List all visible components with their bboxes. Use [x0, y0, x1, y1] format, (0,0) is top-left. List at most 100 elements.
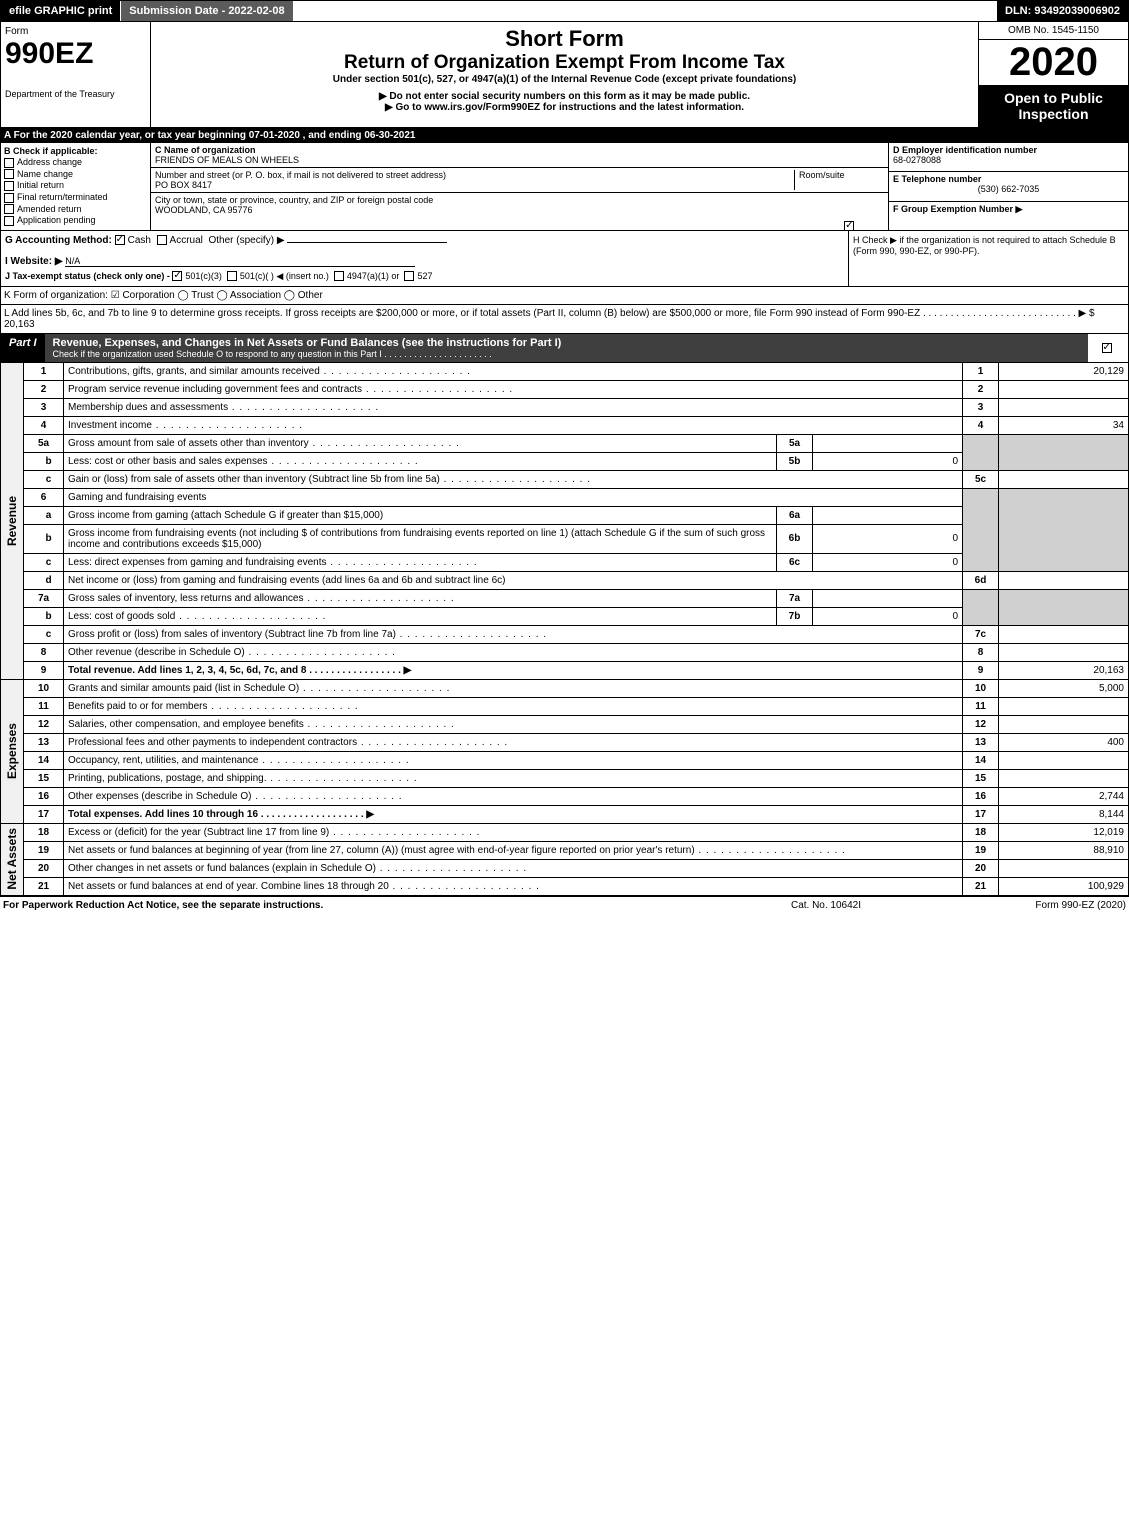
result-val: [999, 571, 1129, 589]
result-val: [999, 643, 1129, 661]
check-h[interactable]: [844, 221, 854, 231]
header-right: OMB No. 1545-1150 2020 Open to Public In…: [978, 22, 1128, 127]
tax-year: 2020: [979, 40, 1128, 85]
part-i-checkbox[interactable]: [1088, 334, 1128, 362]
side-label: Expenses: [5, 723, 19, 779]
line-num: 16: [24, 787, 64, 805]
line-num: 5a: [24, 434, 64, 452]
line-l: L Add lines 5b, 6c, and 7b to line 9 to …: [0, 305, 1129, 334]
side-label: Net Assets: [5, 828, 19, 890]
block-b-c-d: B Check if applicable: Address change Na…: [0, 143, 1129, 231]
check-final-return[interactable]: Final return/terminated: [4, 192, 147, 203]
result-val: 20,163: [999, 661, 1129, 679]
table-row: 11 Benefits paid to or for members 11: [1, 697, 1129, 715]
line-desc: Program service revenue including govern…: [68, 384, 513, 395]
g-accrual: Accrual: [170, 235, 203, 246]
efile-print-button[interactable]: efile GRAPHIC print: [1, 1, 121, 21]
header-middle: Short Form Return of Organization Exempt…: [151, 22, 978, 127]
go-to-link[interactable]: ▶ Go to www.irs.gov/Form990EZ for instru…: [155, 102, 974, 113]
line-num: 1: [24, 363, 64, 381]
grey-cell: [963, 589, 999, 625]
inner-num: 5b: [777, 452, 813, 470]
result-val: 100,929: [999, 877, 1129, 895]
inner-val: 0: [813, 607, 963, 625]
result-val: [999, 697, 1129, 715]
inner-val: 0: [813, 452, 963, 470]
line-desc: Membership dues and assessments: [68, 402, 379, 413]
line-num: 21: [24, 877, 64, 895]
result-num: 4: [963, 416, 999, 434]
side-label: Revenue: [5, 496, 19, 546]
check-4947[interactable]: [334, 271, 344, 281]
result-val: [999, 380, 1129, 398]
check-name-change[interactable]: Name change: [4, 169, 147, 180]
line-num: 10: [24, 679, 64, 697]
table-row: 19 Net assets or fund balances at beginn…: [1, 841, 1129, 859]
addr-label: Number and street (or P. O. box, if mail…: [155, 170, 446, 180]
footer-form: Form 990-EZ (2020): [926, 900, 1126, 911]
city-label: City or town, state or province, country…: [155, 195, 433, 205]
form-number: 990EZ: [5, 37, 146, 71]
table-row: 5a Gross amount from sale of assets othe…: [1, 434, 1129, 452]
part-sub: Check if the organization used Schedule …: [53, 349, 1080, 359]
result-num: 16: [963, 787, 999, 805]
line-desc: Gross sales of inventory, less returns a…: [68, 593, 455, 604]
check-label: Amended return: [17, 204, 82, 214]
g-other: Other (specify) ▶: [208, 235, 284, 246]
top-bar: efile GRAPHIC print Submission Date - 20…: [0, 0, 1129, 22]
check-label: Final return/terminated: [17, 192, 108, 202]
result-num: 18: [963, 823, 999, 841]
table-row: Net Assets 18 Excess or (deficit) for th…: [1, 823, 1129, 841]
inner-val: 0: [813, 553, 963, 571]
result-num: 3: [963, 398, 999, 416]
result-num: 2: [963, 380, 999, 398]
dept-treasury: Department of the Treasury: [5, 89, 146, 99]
block-f: F Group Exemption Number ▶: [889, 202, 1128, 230]
grey-cell: [963, 434, 999, 470]
f-label: F Group Exemption Number ▶: [893, 204, 1022, 214]
check-501c[interactable]: [227, 271, 237, 281]
ghij-left: G Accounting Method: Cash Accrual Other …: [1, 231, 848, 286]
line-desc: Total expenses. Add lines 10 through 16 …: [68, 809, 374, 820]
check-label: Name change: [17, 169, 73, 179]
check-cash[interactable]: [115, 235, 125, 245]
g-other-input[interactable]: [287, 242, 447, 243]
grey-cell: [999, 434, 1129, 470]
line-num: b: [24, 607, 64, 625]
check-application-pending[interactable]: Application pending: [4, 215, 147, 226]
omb-number: OMB No. 1545-1150: [979, 22, 1128, 40]
check-accrual[interactable]: [157, 235, 167, 245]
room-label: Room/suite: [799, 170, 845, 180]
line-num: 20: [24, 859, 64, 877]
line-desc: Benefits paid to or for members: [68, 701, 359, 712]
check-amended-return[interactable]: Amended return: [4, 204, 147, 215]
table-row: b Gross income from fundraising events (…: [1, 524, 1129, 553]
line-num: 12: [24, 715, 64, 733]
line-num: c: [24, 553, 64, 571]
check-initial-return[interactable]: Initial return: [4, 180, 147, 191]
table-row: 12 Salaries, other compensation, and emp…: [1, 715, 1129, 733]
check-label: Application pending: [17, 215, 96, 225]
block-d-e-f: D Employer identification number 68-0278…: [888, 143, 1128, 230]
check-527[interactable]: [404, 271, 414, 281]
line-desc: Other revenue (describe in Schedule O): [68, 647, 396, 658]
table-row: 9 Total revenue. Add lines 1, 2, 3, 4, 5…: [1, 661, 1129, 679]
table-row: b Less: cost of goods sold 7b 0: [1, 607, 1129, 625]
inner-val: [813, 506, 963, 524]
line-num: 17: [24, 805, 64, 823]
result-num: 17: [963, 805, 999, 823]
row-city: City or town, state or province, country…: [151, 193, 888, 217]
city-value: WOODLAND, CA 95776: [155, 205, 253, 215]
c-label: C Name of organization: [155, 145, 256, 155]
check-address-change[interactable]: Address change: [4, 157, 147, 168]
table-row: d Net income or (loss) from gaming and f…: [1, 571, 1129, 589]
line-num: 19: [24, 841, 64, 859]
grey-cell: [963, 488, 999, 571]
line-desc: Excess or (deficit) for the year (Subtra…: [68, 827, 480, 838]
line-desc: Less: cost or other basis and sales expe…: [68, 456, 419, 467]
h-text: H Check ▶ if the organization is not req…: [853, 235, 1116, 256]
g-label: G Accounting Method:: [5, 235, 112, 246]
short-form-title: Short Form: [155, 26, 974, 52]
result-num: 14: [963, 751, 999, 769]
check-501c3[interactable]: [172, 271, 182, 281]
